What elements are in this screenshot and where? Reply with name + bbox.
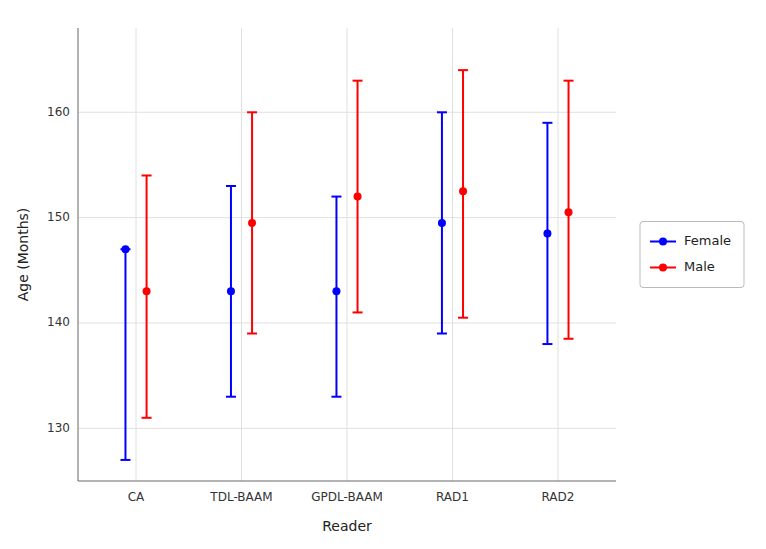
error-cap-lower bbox=[120, 459, 130, 461]
legend-frame bbox=[640, 222, 744, 288]
error-cap-upper bbox=[247, 111, 257, 113]
error-cap-lower bbox=[437, 333, 447, 335]
point bbox=[459, 187, 467, 195]
x-tick-label: GPDL-BAAM bbox=[311, 490, 383, 504]
chart-container: 130 140 150 160 CA TDL-BAAM GPDL-BAAM RAD1 RAD2 R… bbox=[0, 0, 766, 549]
error-cap-lower bbox=[226, 396, 236, 398]
error-cap-upper bbox=[353, 80, 363, 82]
y-axis-line bbox=[78, 28, 79, 481]
error-cap-upper bbox=[226, 185, 236, 187]
error-cap-lower bbox=[542, 343, 552, 345]
point bbox=[565, 208, 573, 216]
point bbox=[438, 219, 446, 227]
series-1 bbox=[120, 112, 552, 460]
y-tick-label: 160 bbox=[47, 105, 70, 119]
error-bar bbox=[335, 197, 337, 397]
error-cap-upper bbox=[437, 111, 447, 113]
x-axis-label: Reader bbox=[322, 518, 372, 534]
y-tick-label: 150 bbox=[47, 210, 70, 224]
y-axis-label: Age (Months) bbox=[15, 208, 31, 302]
x-grid-line bbox=[136, 28, 137, 481]
x-grid-line bbox=[241, 28, 242, 481]
x-tick-label: TDL-BAAM bbox=[209, 490, 272, 504]
x-tick-label: RAD1 bbox=[436, 490, 469, 504]
point bbox=[354, 193, 362, 201]
x-grid-line bbox=[347, 28, 348, 481]
legend-label: Female bbox=[684, 233, 731, 248]
point bbox=[143, 287, 151, 295]
grid bbox=[78, 28, 616, 481]
error-cap-lower bbox=[353, 311, 363, 313]
series-2 bbox=[142, 70, 574, 418]
point bbox=[227, 287, 235, 295]
marks bbox=[120, 70, 573, 460]
x-tick-label: RAD2 bbox=[542, 490, 575, 504]
legend: Female Male bbox=[640, 222, 744, 288]
error-cap-upper bbox=[331, 196, 341, 198]
y-tick-label: 140 bbox=[47, 315, 70, 329]
point bbox=[121, 245, 129, 253]
point bbox=[332, 287, 340, 295]
y-tick-label: 130 bbox=[47, 421, 70, 435]
legend-label: Male bbox=[684, 259, 715, 274]
error-cap-lower bbox=[564, 338, 574, 340]
error-cap-lower bbox=[331, 396, 341, 398]
error-cap-lower bbox=[458, 317, 468, 319]
x-tick-label: CA bbox=[128, 490, 145, 504]
error-bar bbox=[124, 249, 126, 460]
error-cap-upper bbox=[564, 80, 574, 82]
error-cap-lower bbox=[142, 417, 152, 419]
error-cap-upper bbox=[542, 122, 552, 124]
point bbox=[248, 219, 256, 227]
error-cap-upper bbox=[458, 69, 468, 71]
point bbox=[543, 229, 551, 237]
x-axis-line bbox=[78, 481, 616, 482]
error-cap-upper bbox=[142, 174, 152, 176]
x-grid-line bbox=[557, 28, 558, 481]
error-bar bbox=[146, 175, 148, 417]
chart-svg: 130 140 150 160 CA TDL-BAAM GPDL-BAAM RAD1 RAD2 R… bbox=[0, 0, 766, 549]
legend-swatch-marker bbox=[659, 238, 667, 246]
x-grid-line bbox=[452, 28, 453, 481]
legend-swatch-marker bbox=[659, 264, 667, 272]
error-cap-lower bbox=[247, 333, 257, 335]
